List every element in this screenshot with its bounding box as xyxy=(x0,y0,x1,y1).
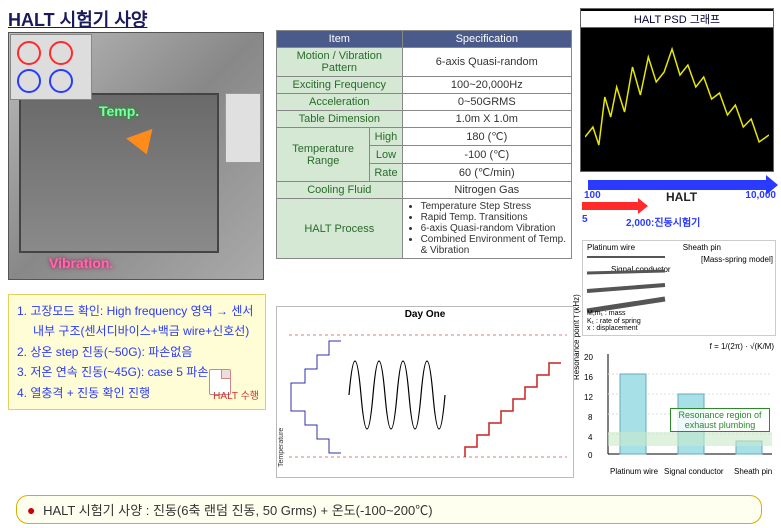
table-cell: Exciting Frequency xyxy=(277,77,403,94)
bullet-icon: ● xyxy=(27,502,35,518)
sensor-mass-spring-diagram: Platinum wire Sheath pin Signal conducto… xyxy=(582,240,776,336)
svg-text:16: 16 xyxy=(584,373,593,382)
table-cell: Motion / Vibration Pattern xyxy=(277,48,403,77)
table-cell: -100 (℃) xyxy=(402,146,571,164)
list-item: 2. 상온 step 진동(~50G): 파손없음 xyxy=(29,342,259,362)
resonance-bar-chart: f = 1/(2π) · √(K/M) 20 16 12 8 4 0 Reson… xyxy=(582,340,776,478)
svg-text:12: 12 xyxy=(584,393,593,402)
table-cell: Acceleration xyxy=(277,94,403,111)
list-item: Rapid Temp. Transitions xyxy=(421,212,567,223)
table-cell: High xyxy=(370,128,402,146)
table-cell: 6-axis Quasi-random xyxy=(402,48,571,77)
table-cell: Table Dimension xyxy=(277,111,403,128)
arrow-icon xyxy=(582,202,640,210)
svg-text:0: 0 xyxy=(588,451,593,460)
svg-text:4: 4 xyxy=(588,433,593,442)
svg-text:Temperature: Temperature xyxy=(278,428,285,467)
legend-item: M,m₁ : mass xyxy=(587,310,641,318)
legend-item: K₁ : rate of spring xyxy=(587,318,641,326)
table-cell: Temperature Step Stress Rapid Temp. Tran… xyxy=(402,199,571,259)
list-item: 1. 고장모드 확인: High frequency 영역 → 센서 내부 구조… xyxy=(29,301,259,342)
halt-frequency-axis: 100 HALT 10,000 5 2,000:진동시험기 xyxy=(582,180,776,236)
halt-exec-label: HALT 수행 xyxy=(213,388,259,405)
table-cell: Rate xyxy=(370,164,402,182)
resonance-region-label: Resonance region of exhaust plumbing xyxy=(670,408,770,432)
axis-label: 100 xyxy=(584,190,601,201)
list-item: Temperature Step Stress xyxy=(421,201,567,212)
svg-text:8: 8 xyxy=(588,413,593,422)
axis-label: Sheath pin xyxy=(734,467,772,476)
axis-label: HALT xyxy=(666,190,697,204)
sensor-inset-illustration xyxy=(10,34,92,100)
table-cell: 180 (℃) xyxy=(402,128,571,146)
th-spec: Specification xyxy=(402,31,571,48)
footer-summary: ● HALT 시험기 사양 : 진동(6축 랜덤 진동, 50 Grms) + … xyxy=(16,495,762,524)
svg-text:20: 20 xyxy=(584,353,593,362)
table-cell: 100~20,000Hz xyxy=(402,77,571,94)
table-cell: Nitrogen Gas xyxy=(402,182,571,199)
table-cell: 1.0m X 1.0m xyxy=(402,111,571,128)
list-item: 6-axis Quasi-random Vibration xyxy=(421,223,567,234)
footer-text: HALT 시험기 사양 : 진동(6축 랜덤 진동, 50 Grms) + 온도… xyxy=(43,503,432,518)
page-title: HALT 시험기 사양 xyxy=(8,6,147,32)
diagram-label: Sheath pin xyxy=(683,243,721,252)
diagram-label: [Mass-spring model] xyxy=(701,255,773,264)
psd-graph: HALT PSD 그래프 xyxy=(580,8,774,172)
notes-panel: 1. 고장모드 확인: High frequency 영역 → 센서 내부 구조… xyxy=(8,294,266,410)
list-item: Combined Environment of Temp. & Vibratio… xyxy=(421,234,567,256)
th-item: Item xyxy=(277,31,403,48)
arrow-icon xyxy=(588,180,768,190)
table-cell: Low xyxy=(370,146,402,164)
spec-table: Item Specification Motion / Vibration Pa… xyxy=(276,30,572,259)
halt-profile-chart: Day One Temperature xyxy=(276,306,574,478)
temp-label: Temp. xyxy=(99,103,139,119)
axis-label: 5 xyxy=(582,214,588,225)
vibration-label: Vibration. xyxy=(49,255,113,271)
psd-title: HALT PSD 그래프 xyxy=(581,11,773,28)
table-cell: Cooling Fluid xyxy=(277,182,403,199)
axis-label: Platinum wire xyxy=(610,467,658,476)
axis-label: 2,000:진동시험기 xyxy=(626,214,700,229)
table-cell: Temperature Range xyxy=(277,128,370,182)
legend-item: x : displacement xyxy=(587,325,641,333)
axis-label: Signal conductor xyxy=(664,467,724,476)
table-cell: 60 (℃/min) xyxy=(402,164,571,182)
table-cell: HALT Process xyxy=(277,199,403,259)
chart-title: Day One xyxy=(277,309,573,320)
axis-label: 10,000 xyxy=(745,190,776,201)
table-cell: 0~50GRMS xyxy=(402,94,571,111)
